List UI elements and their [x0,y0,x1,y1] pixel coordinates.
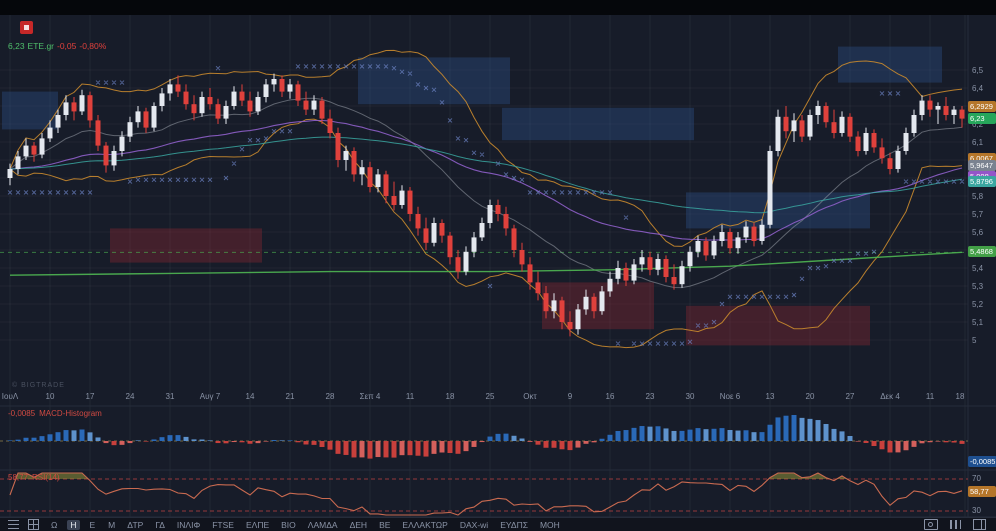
time-axis-label: 27 [845,392,855,401]
price-axis-label: 6,4 [972,84,984,93]
time-axis-label: Νοε 6 [719,392,741,401]
menu-icon[interactable] [8,520,19,529]
price-axis-label: 5,1 [972,318,984,327]
ticker-item[interactable]: ΕΛΛΑΚΤΩΡ [402,519,448,530]
timeframe-button-Η[interactable]: Η [67,519,80,530]
price-badge: 6,23 [968,112,996,124]
ticker-item[interactable]: FTSE [212,519,234,530]
time-axis-label: 23 [645,392,655,401]
alert-icon[interactable] [20,21,33,34]
time-axis-label: 30 [685,392,695,401]
ticker-item[interactable]: ΓΔ [155,519,165,530]
time-axis-label: Σεπ 4 [359,392,381,401]
price-badge: 5,9647 [968,160,996,172]
price-axis-label: 5 [972,336,977,345]
ticker-item[interactable]: ΔΤΡ [127,519,144,530]
camera-icon[interactable] [924,519,938,530]
time-axis-label: ΙουΛ [1,392,19,401]
ticker-item[interactable]: ΒΕ [379,519,391,530]
ticker-item[interactable]: ΕΛΠΕ [245,519,270,530]
time-axis-label: 16 [605,392,615,401]
price-badge: 6,2929 [968,101,996,113]
ticker-item[interactable]: ΛΑΜΔΑ [307,519,338,530]
rsi-level-label: 70 [972,474,981,483]
toolbar-right-icons [924,519,996,530]
time-axis-label: 21 [285,392,295,401]
time-axis-label: 31 [165,392,175,401]
price-badge: 58,77 [968,486,996,497]
price-axis-label: 5,4 [972,264,984,273]
price-axis-label: 5,2 [972,300,984,309]
price-badge: 5,8796 [968,175,996,187]
time-axis-label: 17 [85,392,95,401]
price-axis-label: 6,2 [972,120,984,129]
price-axis[interactable]: 6,56,46,36,26,165,95,85,75,65,55,45,35,2… [968,15,996,517]
price-axis-label: 5,3 [972,282,984,291]
price-axis-label: 5,6 [972,228,984,237]
ticker-item[interactable]: ΕΥΔΠΣ [500,519,528,530]
time-axis-label: 10 [45,392,55,401]
price-axis-label: 6,5 [972,66,984,75]
price-axis-label: 5,8 [972,192,984,201]
time-axis-label: 28 [325,392,335,401]
timeframe-button-Ω[interactable]: Ω [51,519,58,530]
price-badge: -0,0085 [968,456,996,467]
ticker-item[interactable]: ΙΝΛΙΦ [176,519,201,530]
price-badge: 5,4868 [968,246,996,258]
bar-chart-icon[interactable] [950,520,961,529]
ticker-item[interactable]: ΔΕΗ [349,519,368,530]
time-axis-label: 11 [925,392,935,401]
time-axis-label: 9 [567,392,573,401]
layout-grid-icon[interactable] [28,519,39,530]
timeframe-button-Ε[interactable]: Ε [89,519,96,530]
ticker-item[interactable]: ΜΟΗ [539,519,560,530]
price-axis-label: 6,1 [972,138,984,147]
price-badge: 6,0067 [968,152,996,164]
time-axis-label: Αυγ 7 [199,392,221,401]
rsi-level-label: 30 [972,506,981,515]
panel-layout-icon[interactable] [973,519,986,530]
time-axis-label: 20 [805,392,815,401]
time-axis-label: 18 [445,392,455,401]
time-axis-label: 13 [765,392,775,401]
ticker-item[interactable]: DAX-wi [459,519,489,530]
timeframe-button-Μ[interactable]: Μ [108,519,116,530]
time-axis-label: 24 [125,392,135,401]
time-axis-label: Δεκ 4 [880,392,900,401]
time-axis-label: 11 [405,392,415,401]
ticker-list: ΔΤΡ ΓΔ ΙΝΛΙΦ FTSE ΕΛΠΕ ΒΙΟ ΛΑΜΔΑ ΔΕΗ ΒΕ ΕΛΛΑΚΤΩΡ D… [127,520,560,530]
top-strip [0,0,996,15]
time-axis-label: 14 [245,392,255,401]
ticker-item[interactable]: ΒΙΟ [281,519,296,530]
time-axis[interactable]: ΙουΛ 10 17 24 31 Αυγ 7 14 21 28 Σεπ 4 11 18 25 Οκτ 9 16… [0,392,968,404]
time-axis-label: 18 [955,392,965,401]
time-axis-label: 25 [485,392,495,401]
time-axis-label: Οκτ [523,392,537,401]
price-axis-label: 5,7 [972,210,984,219]
